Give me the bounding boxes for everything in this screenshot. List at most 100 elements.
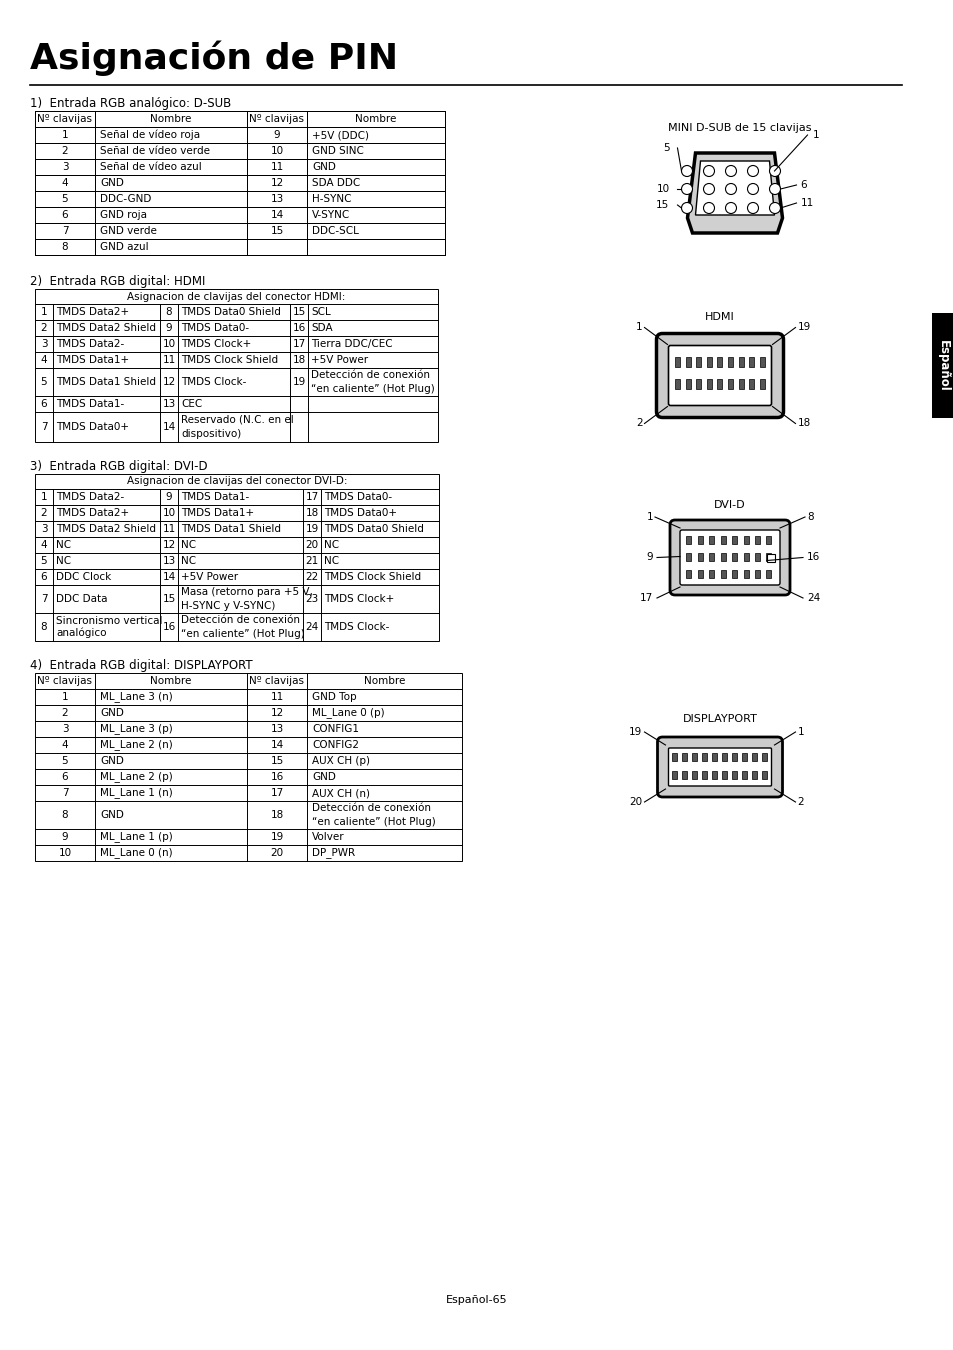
Bar xyxy=(727,378,732,389)
Bar xyxy=(742,570,748,578)
Bar xyxy=(709,536,714,544)
Text: 11: 11 xyxy=(162,524,175,535)
Polygon shape xyxy=(687,153,781,234)
Text: +5V Power: +5V Power xyxy=(311,355,368,364)
Text: ML_Lane 3 (p): ML_Lane 3 (p) xyxy=(100,724,172,734)
Text: 22: 22 xyxy=(305,572,318,582)
Text: 5: 5 xyxy=(41,556,48,566)
Text: 13: 13 xyxy=(162,400,175,409)
Text: 17: 17 xyxy=(639,593,652,603)
Text: Volver: Volver xyxy=(312,832,344,842)
Bar xyxy=(754,536,760,544)
Text: 2)  Entrada RGB digital: HDMI: 2) Entrada RGB digital: HDMI xyxy=(30,275,205,288)
Text: TMDS Data1-: TMDS Data1- xyxy=(181,491,249,502)
Text: 11: 11 xyxy=(162,355,175,364)
Bar xyxy=(732,552,737,560)
Text: 6: 6 xyxy=(800,180,806,190)
Text: Señal de vídeo verde: Señal de vídeo verde xyxy=(100,146,210,157)
Text: 1: 1 xyxy=(797,728,803,737)
Text: ML_Lane 2 (n): ML_Lane 2 (n) xyxy=(100,740,172,751)
Text: 18: 18 xyxy=(305,508,318,518)
Text: 9: 9 xyxy=(646,552,652,563)
Text: Nº clavijas: Nº clavijas xyxy=(250,113,304,124)
Bar xyxy=(675,378,679,389)
Bar xyxy=(741,771,746,779)
Text: 14: 14 xyxy=(162,572,175,582)
Bar xyxy=(701,753,706,761)
Bar xyxy=(671,753,677,761)
Text: 9: 9 xyxy=(166,323,172,333)
Text: TMDS Data1+: TMDS Data1+ xyxy=(181,508,253,518)
Bar xyxy=(686,536,691,544)
Text: 19: 19 xyxy=(797,323,810,332)
Text: DDC-SCL: DDC-SCL xyxy=(312,225,358,236)
Text: +5V Power: +5V Power xyxy=(181,572,238,582)
Text: 13: 13 xyxy=(270,724,283,734)
Bar xyxy=(681,771,686,779)
Text: 7: 7 xyxy=(41,423,48,432)
Text: 8: 8 xyxy=(166,306,172,317)
Text: TMDS Clock Shield: TMDS Clock Shield xyxy=(324,572,420,582)
Text: 10: 10 xyxy=(656,184,669,194)
Text: GND roja: GND roja xyxy=(100,211,147,220)
Text: Detección de conexión: Detección de conexión xyxy=(181,616,299,625)
Text: 3: 3 xyxy=(41,524,48,535)
Text: GND SINC: GND SINC xyxy=(312,146,363,157)
Bar xyxy=(681,753,686,761)
Text: TMDS Data2+: TMDS Data2+ xyxy=(56,306,129,317)
Text: 5: 5 xyxy=(662,143,669,153)
Bar xyxy=(727,356,732,366)
Text: Nº clavijas: Nº clavijas xyxy=(37,113,92,124)
Text: NC: NC xyxy=(181,556,196,566)
Text: ML_Lane 3 (n): ML_Lane 3 (n) xyxy=(100,691,172,702)
Text: 1)  Entrada RGB analógico: D-SUB: 1) Entrada RGB analógico: D-SUB xyxy=(30,97,231,109)
Bar xyxy=(696,378,700,389)
Text: GND verde: GND verde xyxy=(100,225,156,236)
Text: 15: 15 xyxy=(270,225,283,236)
Text: 20: 20 xyxy=(629,796,641,807)
Text: H-SYNC: H-SYNC xyxy=(312,194,351,204)
Text: TMDS Data2 Shield: TMDS Data2 Shield xyxy=(56,524,156,535)
Text: DDC Data: DDC Data xyxy=(56,594,108,603)
Text: 3: 3 xyxy=(41,339,48,350)
Bar xyxy=(749,356,754,366)
FancyBboxPatch shape xyxy=(668,748,771,786)
Circle shape xyxy=(769,184,780,194)
FancyBboxPatch shape xyxy=(679,531,780,585)
Text: 24: 24 xyxy=(806,593,820,603)
Text: 7: 7 xyxy=(62,225,69,236)
Text: “en caliente” (Hot Plug): “en caliente” (Hot Plug) xyxy=(311,383,435,394)
Bar xyxy=(738,378,743,389)
Circle shape xyxy=(680,184,692,194)
Bar xyxy=(732,536,737,544)
Bar xyxy=(721,771,726,779)
FancyBboxPatch shape xyxy=(656,333,782,417)
Text: 2: 2 xyxy=(62,146,69,157)
Text: 3: 3 xyxy=(62,162,69,171)
Text: 19: 19 xyxy=(629,728,641,737)
Text: TMDS Data2+: TMDS Data2+ xyxy=(56,508,129,518)
Text: CONFIG2: CONFIG2 xyxy=(312,740,358,751)
Text: NC: NC xyxy=(181,540,196,549)
Text: DDC Clock: DDC Clock xyxy=(56,572,112,582)
Text: AUX CH (n): AUX CH (n) xyxy=(312,788,370,798)
Text: 23: 23 xyxy=(305,594,318,603)
Bar xyxy=(706,356,711,366)
Text: 6: 6 xyxy=(41,400,48,409)
Text: 10: 10 xyxy=(162,339,175,350)
Text: 9: 9 xyxy=(166,491,172,502)
Polygon shape xyxy=(695,161,774,215)
Text: 12: 12 xyxy=(162,540,175,549)
Text: NC: NC xyxy=(56,556,71,566)
Text: 7: 7 xyxy=(41,594,48,603)
Text: 2: 2 xyxy=(62,707,69,718)
Text: TMDS Data1+: TMDS Data1+ xyxy=(56,355,129,364)
Text: 5: 5 xyxy=(62,194,69,204)
Text: MINI D-SUB de 15 clavijas: MINI D-SUB de 15 clavijas xyxy=(667,123,811,134)
Bar xyxy=(685,378,690,389)
Text: “en caliente” (Hot Plug): “en caliente” (Hot Plug) xyxy=(312,817,436,828)
Bar xyxy=(765,552,771,560)
Text: Sincronismo vertical
analógico: Sincronismo vertical analógico xyxy=(56,616,162,639)
Text: TMDS Clock+: TMDS Clock+ xyxy=(181,339,251,350)
Text: 16: 16 xyxy=(270,772,283,782)
